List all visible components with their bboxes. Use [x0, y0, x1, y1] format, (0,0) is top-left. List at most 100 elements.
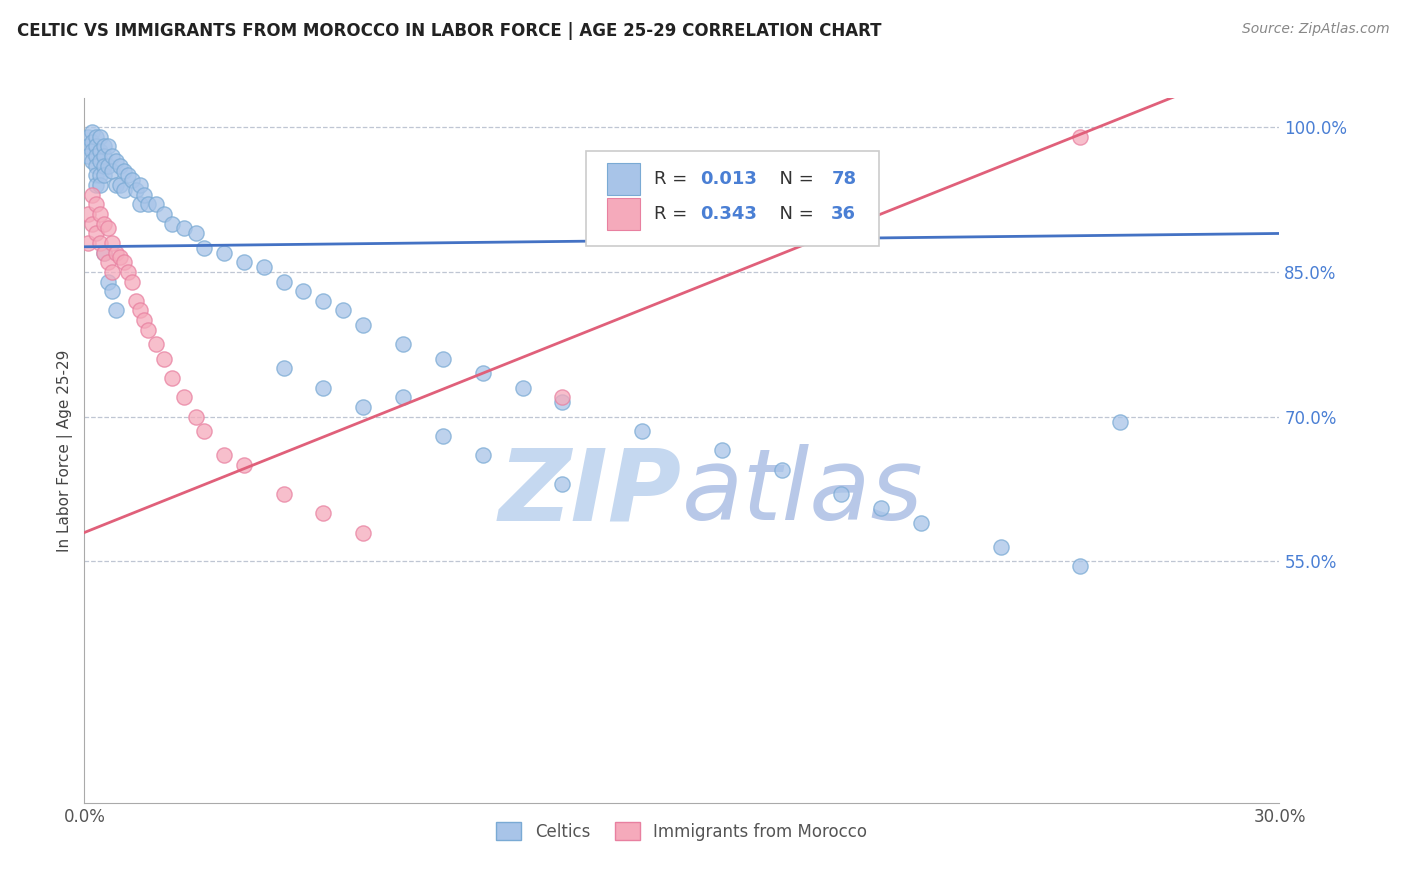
Point — [93, 245, 115, 260]
Point — [82, 145, 104, 159]
Point — [93, 217, 115, 231]
Text: 0.343: 0.343 — [700, 205, 756, 223]
Point — [110, 251, 132, 265]
Bar — [606, 163, 640, 194]
Point — [193, 424, 215, 438]
Point — [132, 187, 156, 202]
Text: 36: 36 — [831, 205, 856, 223]
Point — [232, 458, 254, 472]
Point — [129, 197, 152, 211]
Point — [93, 139, 115, 153]
Point — [112, 255, 135, 269]
Point — [392, 390, 415, 404]
Point — [101, 235, 124, 250]
Point — [253, 260, 276, 274]
Point — [89, 169, 111, 183]
Point — [273, 275, 295, 289]
Point — [212, 245, 235, 260]
Point — [89, 145, 111, 159]
Point — [105, 153, 128, 168]
Point — [77, 149, 100, 163]
Point — [184, 409, 207, 424]
FancyBboxPatch shape — [586, 151, 879, 246]
Point — [136, 197, 159, 211]
Point — [77, 235, 100, 250]
Point — [105, 178, 128, 192]
Point — [910, 516, 932, 530]
Point — [89, 235, 111, 250]
Point — [125, 183, 148, 197]
Point — [93, 159, 115, 173]
Point — [631, 424, 654, 438]
Point — [86, 139, 108, 153]
Point — [117, 265, 139, 279]
Point — [312, 381, 335, 395]
Point — [1109, 415, 1132, 429]
Point — [1069, 559, 1091, 574]
Point — [93, 169, 115, 183]
Text: R =: R = — [654, 205, 693, 223]
Point — [77, 139, 100, 153]
Point — [332, 303, 354, 318]
Point — [97, 255, 120, 269]
Point — [97, 221, 120, 235]
Point — [770, 463, 793, 477]
Point — [112, 163, 135, 178]
Point — [86, 178, 108, 192]
Point — [93, 245, 115, 260]
Text: N =: N = — [768, 169, 820, 188]
Point — [273, 361, 295, 376]
Text: ZIP: ZIP — [499, 444, 682, 541]
Point — [101, 163, 124, 178]
Point — [132, 313, 156, 327]
Point — [145, 337, 167, 351]
Point — [173, 390, 195, 404]
Point — [89, 153, 111, 168]
Point — [352, 318, 374, 332]
Point — [82, 217, 104, 231]
Legend: Celtics, Immigrants from Morocco: Celtics, Immigrants from Morocco — [489, 816, 875, 847]
Point — [471, 448, 494, 462]
Point — [86, 129, 108, 144]
Bar — [606, 198, 640, 230]
Point — [273, 487, 295, 501]
Point — [193, 241, 215, 255]
Point — [512, 381, 534, 395]
Point — [129, 178, 152, 192]
Point — [160, 217, 183, 231]
Point — [312, 506, 335, 520]
Point — [551, 395, 574, 409]
Point — [110, 159, 132, 173]
Point — [352, 525, 374, 540]
Point — [110, 178, 132, 192]
Point — [101, 265, 124, 279]
Point — [121, 275, 143, 289]
Y-axis label: In Labor Force | Age 25-29: In Labor Force | Age 25-29 — [58, 350, 73, 551]
Point — [551, 477, 574, 491]
Point — [101, 284, 124, 298]
Text: atlas: atlas — [682, 444, 924, 541]
Point — [153, 207, 176, 221]
Point — [82, 187, 104, 202]
Point — [86, 227, 108, 241]
Point — [432, 351, 454, 366]
Text: N =: N = — [768, 205, 820, 223]
Point — [232, 255, 254, 269]
Point — [86, 159, 108, 173]
Point — [77, 129, 100, 144]
Text: R =: R = — [654, 169, 693, 188]
Point — [86, 197, 108, 211]
Point — [710, 443, 733, 458]
Point — [97, 275, 120, 289]
Text: 78: 78 — [831, 169, 856, 188]
Point — [121, 173, 143, 187]
Point — [86, 169, 108, 183]
Text: CELTIC VS IMMIGRANTS FROM MOROCCO IN LABOR FORCE | AGE 25-29 CORRELATION CHART: CELTIC VS IMMIGRANTS FROM MOROCCO IN LAB… — [17, 22, 882, 40]
Point — [97, 139, 120, 153]
Point — [93, 149, 115, 163]
Point — [990, 540, 1012, 554]
Point — [292, 284, 315, 298]
Point — [82, 125, 104, 139]
Point — [105, 303, 128, 318]
Point — [86, 149, 108, 163]
